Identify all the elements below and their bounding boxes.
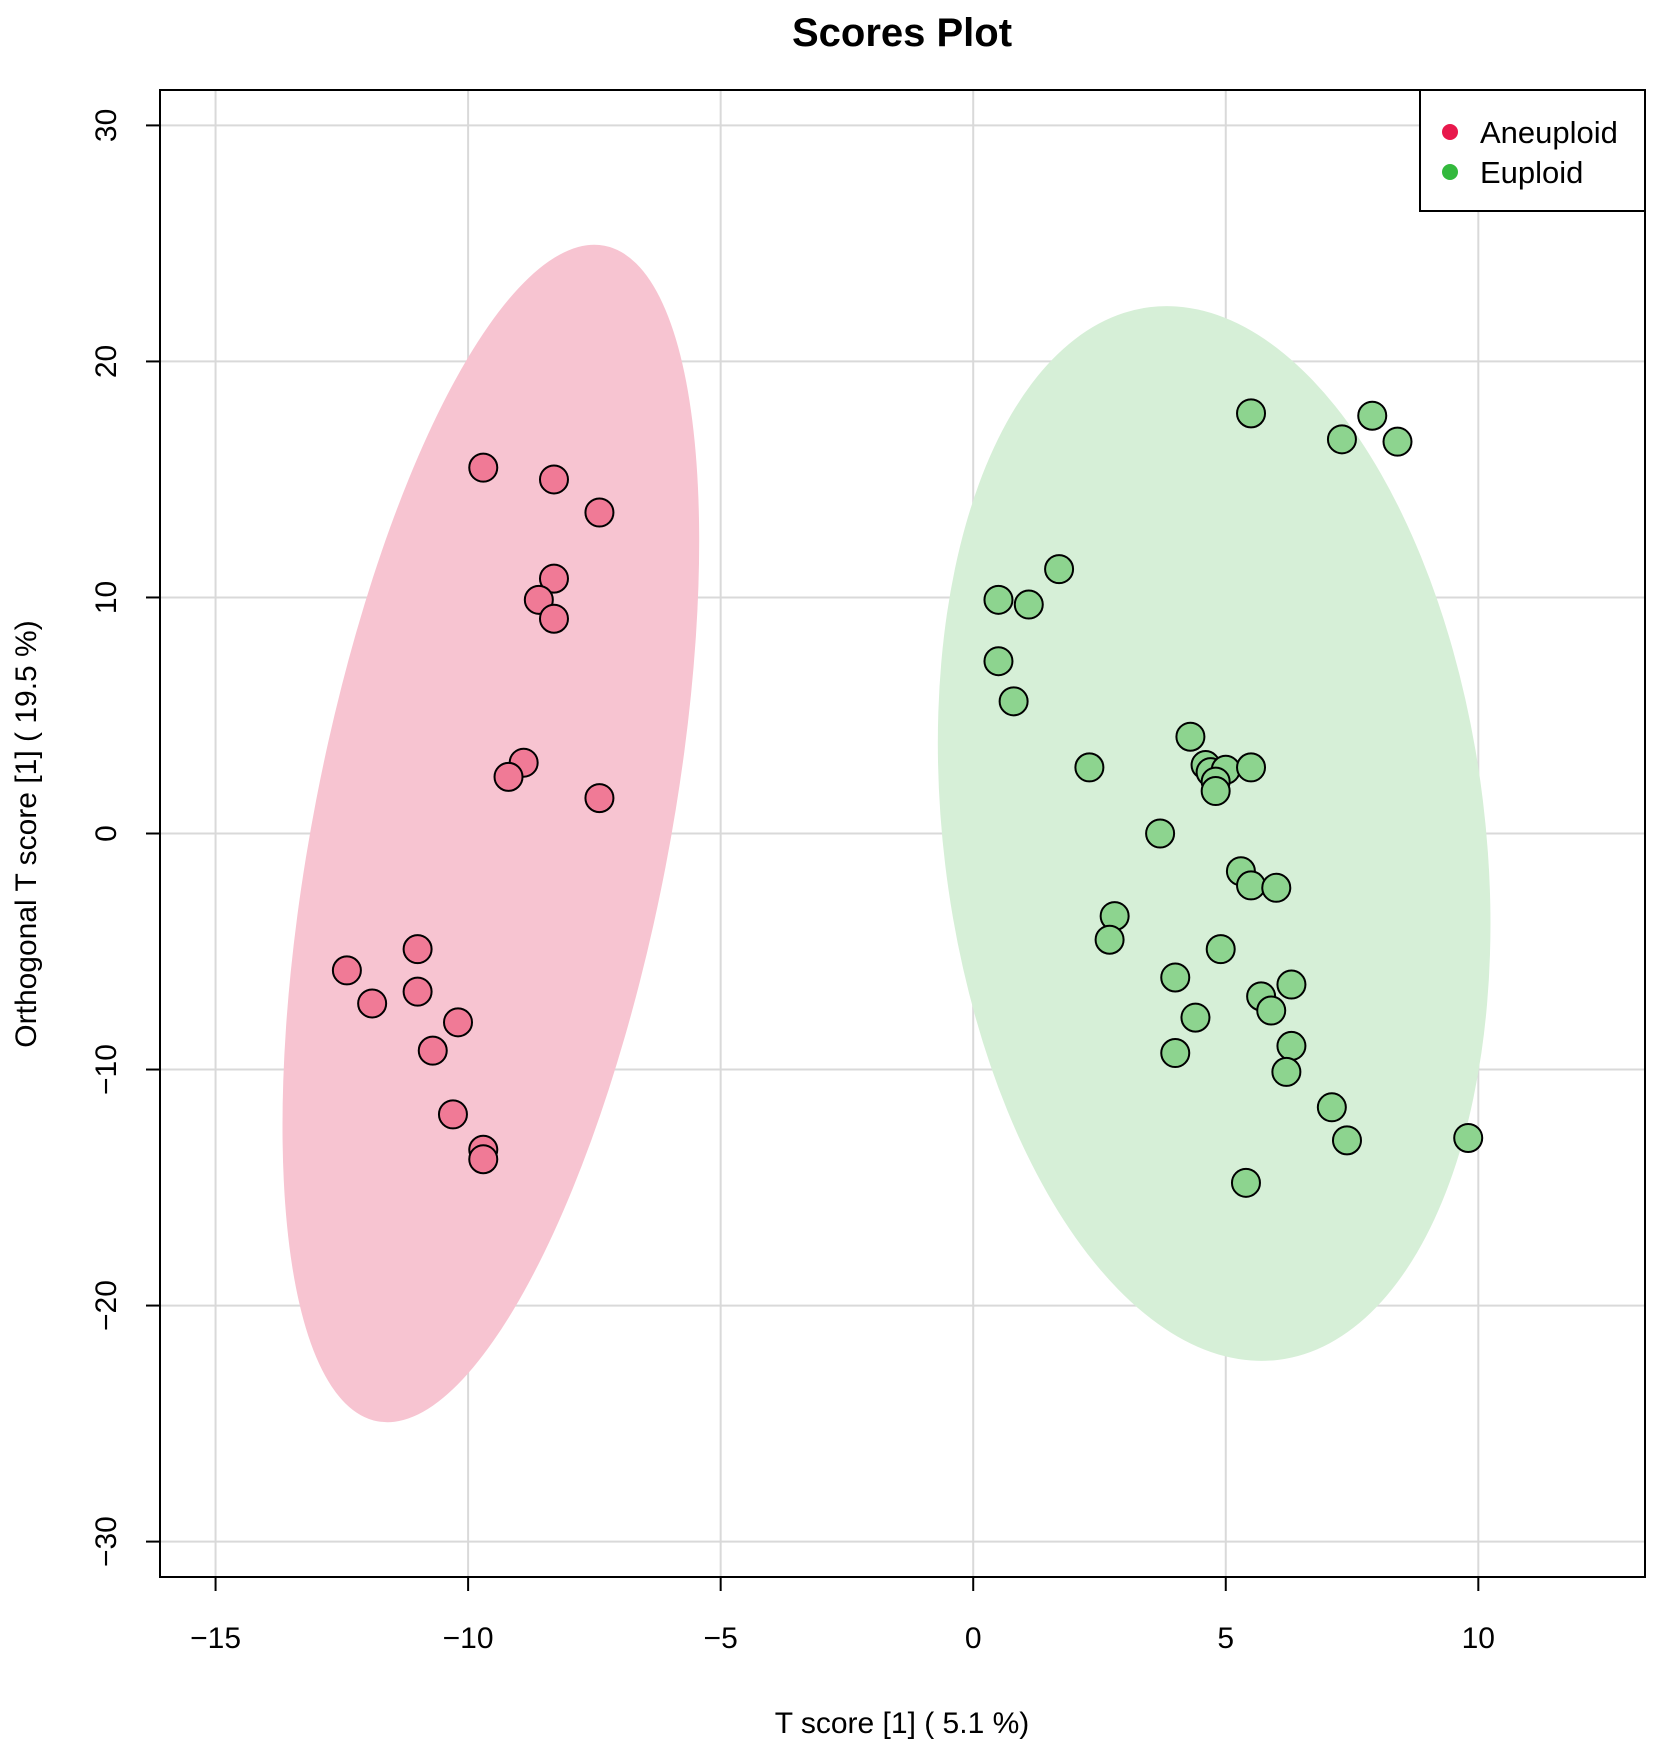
point-euploid-0 [1236,398,1267,429]
point-aneuploid-0 [468,452,499,483]
point-euploid-34 [1453,1122,1484,1153]
x-tick-label-3: 0 [965,1622,982,1655]
point-euploid-25 [1276,969,1307,1000]
x-tick-label-1: −10 [443,1622,494,1655]
y-axis-ticks: −30 −20 −10 0 10 20 30 [90,109,160,1567]
point-aneuploid-2 [584,497,615,528]
point-euploid-1 [1357,400,1388,431]
point-aneuploid-13 [443,1007,474,1038]
point-euploid-28 [1180,1002,1211,1033]
point-euploid-6 [1013,589,1044,620]
point-aneuploid-15 [437,1099,468,1130]
y-axis-label: Orthogonal T score [1] ( 19.5 %) [10,620,43,1047]
point-euploid-23 [1205,934,1236,965]
point-euploid-24 [1160,962,1191,993]
x-axis-label: T score [1] ( 5.1 %) [775,1707,1030,1740]
legend-label-euploid: Euploid [1480,155,1583,190]
point-euploid-10 [1074,752,1105,783]
point-euploid-35 [1230,1167,1261,1198]
legend-marker-aneuploid [1442,124,1458,140]
point-aneuploid-7 [493,761,524,792]
y-tick-label-4: 10 [90,581,123,614]
point-euploid-5 [983,584,1014,615]
y-tick-label-2: −10 [90,1044,123,1095]
point-euploid-22 [1094,924,1125,955]
point-euploid-8 [998,686,1029,717]
point-euploid-20 [1261,872,1292,903]
y-tick-label-0: −30 [90,1516,123,1567]
point-euploid-4 [1044,554,1075,585]
point-euploid-33 [1331,1125,1362,1156]
legend-label-aneuploid: Aneuploid [1480,115,1618,150]
point-euploid-3 [1382,426,1413,457]
y-tick-label-3: 0 [90,825,123,842]
point-euploid-9 [1175,721,1206,752]
legend: Aneuploid Euploid [1419,89,1646,212]
point-euploid-30 [1160,1038,1191,1069]
point-aneuploid-5 [538,603,569,634]
y-tick-label-1: −20 [90,1280,123,1331]
x-axis-ticks: −15 −10 −5 0 5 10 [190,1577,1495,1655]
point-euploid-32 [1316,1092,1347,1123]
legend-box [1419,89,1646,212]
point-aneuploid-1 [538,464,569,495]
point-euploid-14 [1236,752,1267,783]
legend-marker-euploid [1442,164,1458,180]
point-euploid-31 [1271,1056,1302,1087]
x-tick-label-2: −5 [704,1622,738,1655]
point-aneuploid-3 [538,563,569,594]
ellipse-euploid [937,306,1491,1361]
y-tick-label-6: 30 [90,109,123,142]
x-tick-label-4: 5 [1217,1622,1234,1655]
confidence-ellipses [282,244,1491,1423]
point-euploid-29 [1276,1030,1307,1061]
x-tick-label-0: −15 [190,1622,241,1655]
point-aneuploid-11 [402,976,433,1007]
point-euploid-19 [1236,870,1267,901]
data-points [331,398,1484,1198]
point-euploid-7 [983,646,1014,677]
point-euploid-17 [1145,818,1176,849]
point-aneuploid-10 [331,955,362,986]
point-euploid-16 [1200,776,1231,807]
point-aneuploid-8 [584,783,615,814]
point-aneuploid-9 [402,934,433,965]
point-euploid-27 [1256,995,1287,1026]
chart-title: Scores Plot [792,11,1012,55]
point-aneuploid-14 [417,1035,448,1066]
point-euploid-2 [1326,424,1357,455]
point-aneuploid-17 [468,1144,499,1175]
ellipse-aneuploid [282,244,700,1423]
point-aneuploid-12 [357,988,388,1019]
x-tick-label-5: 10 [1462,1622,1495,1655]
y-tick-label-5: 20 [90,345,123,378]
